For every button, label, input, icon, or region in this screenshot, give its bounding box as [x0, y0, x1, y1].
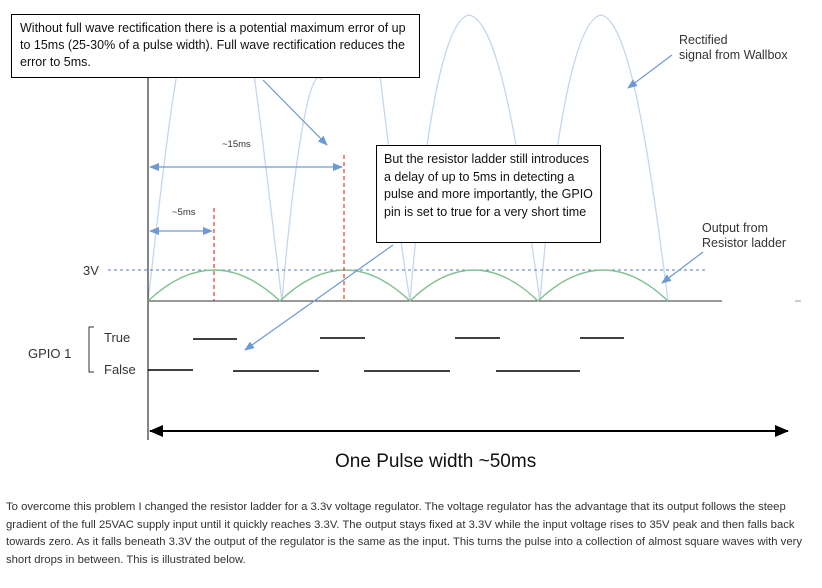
rectified-label-line2: signal from Wallbox	[679, 48, 788, 62]
explanation-paragraph: To overcome this problem I changed the r…	[6, 501, 803, 566]
resistor-ladder-callout-text: But the resistor ladder still introduces…	[384, 152, 593, 219]
delay-5ms-label: ~5ms	[172, 207, 196, 218]
output-label-line2: Resistor ladder	[702, 236, 787, 250]
gpio-signal	[148, 337, 624, 372]
delay-15ms-label: ~15ms	[222, 139, 251, 150]
gpio-bracket	[88, 326, 94, 373]
voltage-label: 3V	[83, 263, 99, 278]
pointer-arrow-rectification	[262, 79, 328, 146]
pointer-arrow-rectified	[627, 54, 673, 89]
gpio-label: GPIO 1	[28, 346, 72, 361]
gpio-true-label: True	[104, 330, 131, 345]
rectification-callout: Without full wave rectification there is…	[11, 14, 420, 78]
pointer-arrow-output	[661, 251, 704, 284]
rectified-signal-label: Rectified signal from Wallbox	[679, 33, 788, 63]
resistor-ladder-callout: But the resistor ladder still introduces…	[376, 145, 601, 243]
rectification-callout-text: Without full wave rectification there is…	[20, 21, 406, 69]
resistor-ladder-output-wave	[147, 269, 669, 302]
output-label: Output from Resistor ladder	[702, 221, 786, 251]
output-label-line1: Output from	[702, 221, 768, 235]
gpio-false-label: False	[104, 362, 136, 377]
rectified-label-line1: Rectified	[679, 33, 728, 47]
pointer-arrow-resistor-ladder	[244, 244, 394, 351]
pulse-width-label: One Pulse width ~50ms	[335, 451, 537, 472]
